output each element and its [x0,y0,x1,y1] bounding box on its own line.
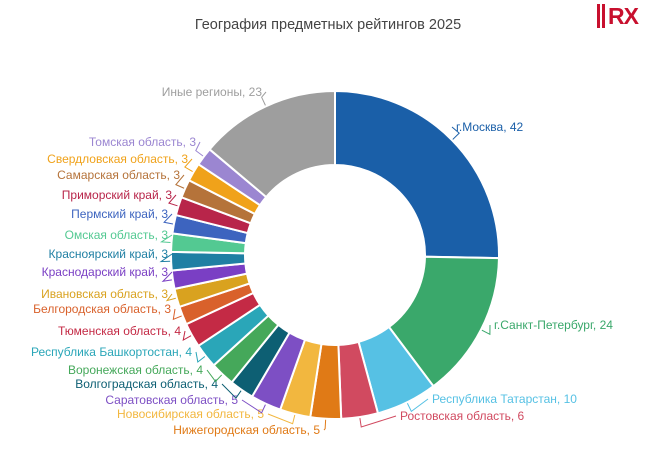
logo-bar-left [597,4,600,28]
leader-line-13 [165,293,176,302]
logo-bar-right [602,4,605,28]
leader-line-20 [184,158,193,173]
leader-line-9 [206,369,223,383]
leader-line-3 [406,398,429,413]
slice-1[interactable] [334,89,500,260]
slice-label-9: Воронежская область, 4 [68,363,203,377]
slice-label-2: г.Санкт-Петербург, 24 [494,318,613,332]
slice-label-11: Тюменская область, 4 [58,324,181,338]
leader-line-7 [241,399,266,414]
leader-line-11 [182,330,192,342]
leader-line-6 [267,413,296,425]
leader-line-5 [323,419,327,431]
rx-logo: RX [597,3,653,29]
logo-text: RX [608,3,639,29]
leader-line-8 [221,383,242,399]
slice-label-5: Нижегородская область, 5 [173,423,320,437]
slice-label-8: Волгоградская область, 4 [75,377,218,391]
leader-line-10 [195,351,206,363]
slice-label-12: Белгородская область, 3 [33,302,171,316]
leader-line-21 [195,141,204,157]
slice-label-17: Пермский край, 3 [71,207,168,221]
slice-label-15: Красноярский край, 3 [49,247,169,261]
slice-label-20: Свердловская область, 3 [47,152,188,166]
leader-line-1 [451,126,460,140]
leader-line-4 [359,415,397,428]
slice-label-21: Томская область, 3 [89,135,196,149]
slice-label-6: Новосибирская область, 5 [117,407,264,421]
slice-label-4: Ростовская область, 6 [400,409,525,423]
slice-label-14: Краснодарский край, 3 [42,265,169,279]
slice-label-22: Иные регионы, 23 [162,85,263,99]
slice-label-7: Саратовская область, 5 [105,393,238,407]
slice-label-13: Ивановская область, 3 [41,287,168,301]
leader-line-22 [261,91,267,106]
leader-line-12 [172,308,182,321]
leader-line-18 [168,194,178,207]
leader-line-14 [161,271,173,282]
slice-22[interactable] [208,89,336,199]
leader-line-15 [159,253,173,263]
slice-label-19: Самарская область, 3 [57,168,180,182]
slice-label-18: Приморский край, 3 [62,188,173,202]
slice-label-10: Республика Башкортостан, 4 [31,345,192,359]
leader-line-16 [159,234,173,244]
leader-line-2 [481,324,491,336]
leader-line-17 [163,213,174,225]
slice-label-16: Омская область, 3 [65,228,169,242]
chart-title: География предметных рейтингов 2025 [194,17,462,33]
slice-label-1: г.Москва, 42 [456,120,524,134]
leader-line-19 [175,174,185,189]
slice-label-3: Республика Татарстан, 10 [432,392,577,406]
